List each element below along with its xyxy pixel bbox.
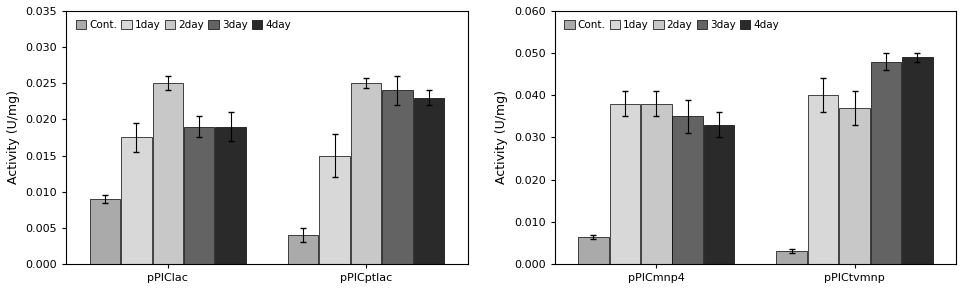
Bar xyxy=(351,83,381,264)
Bar xyxy=(216,127,246,264)
Y-axis label: Activity (U/mg): Activity (U/mg) xyxy=(7,90,20,184)
Bar xyxy=(610,104,640,264)
Bar xyxy=(672,116,703,264)
Bar xyxy=(840,108,870,264)
Bar xyxy=(288,235,319,264)
Bar xyxy=(902,57,932,264)
Bar xyxy=(90,199,120,264)
Bar xyxy=(776,251,807,264)
Bar xyxy=(121,137,151,264)
Bar xyxy=(871,61,901,264)
Bar xyxy=(578,237,609,264)
Bar xyxy=(414,98,444,264)
Bar xyxy=(704,125,735,264)
Bar xyxy=(184,127,215,264)
Legend: Cont., 1day, 2day, 3day, 4day: Cont., 1day, 2day, 3day, 4day xyxy=(71,16,295,35)
Bar xyxy=(641,104,671,264)
Bar xyxy=(808,95,839,264)
Legend: Cont., 1day, 2day, 3day, 4day: Cont., 1day, 2day, 3day, 4day xyxy=(560,16,784,35)
Bar xyxy=(320,155,350,264)
Bar xyxy=(152,83,183,264)
Y-axis label: Activity (U/mg): Activity (U/mg) xyxy=(495,90,508,184)
Bar xyxy=(382,90,413,264)
